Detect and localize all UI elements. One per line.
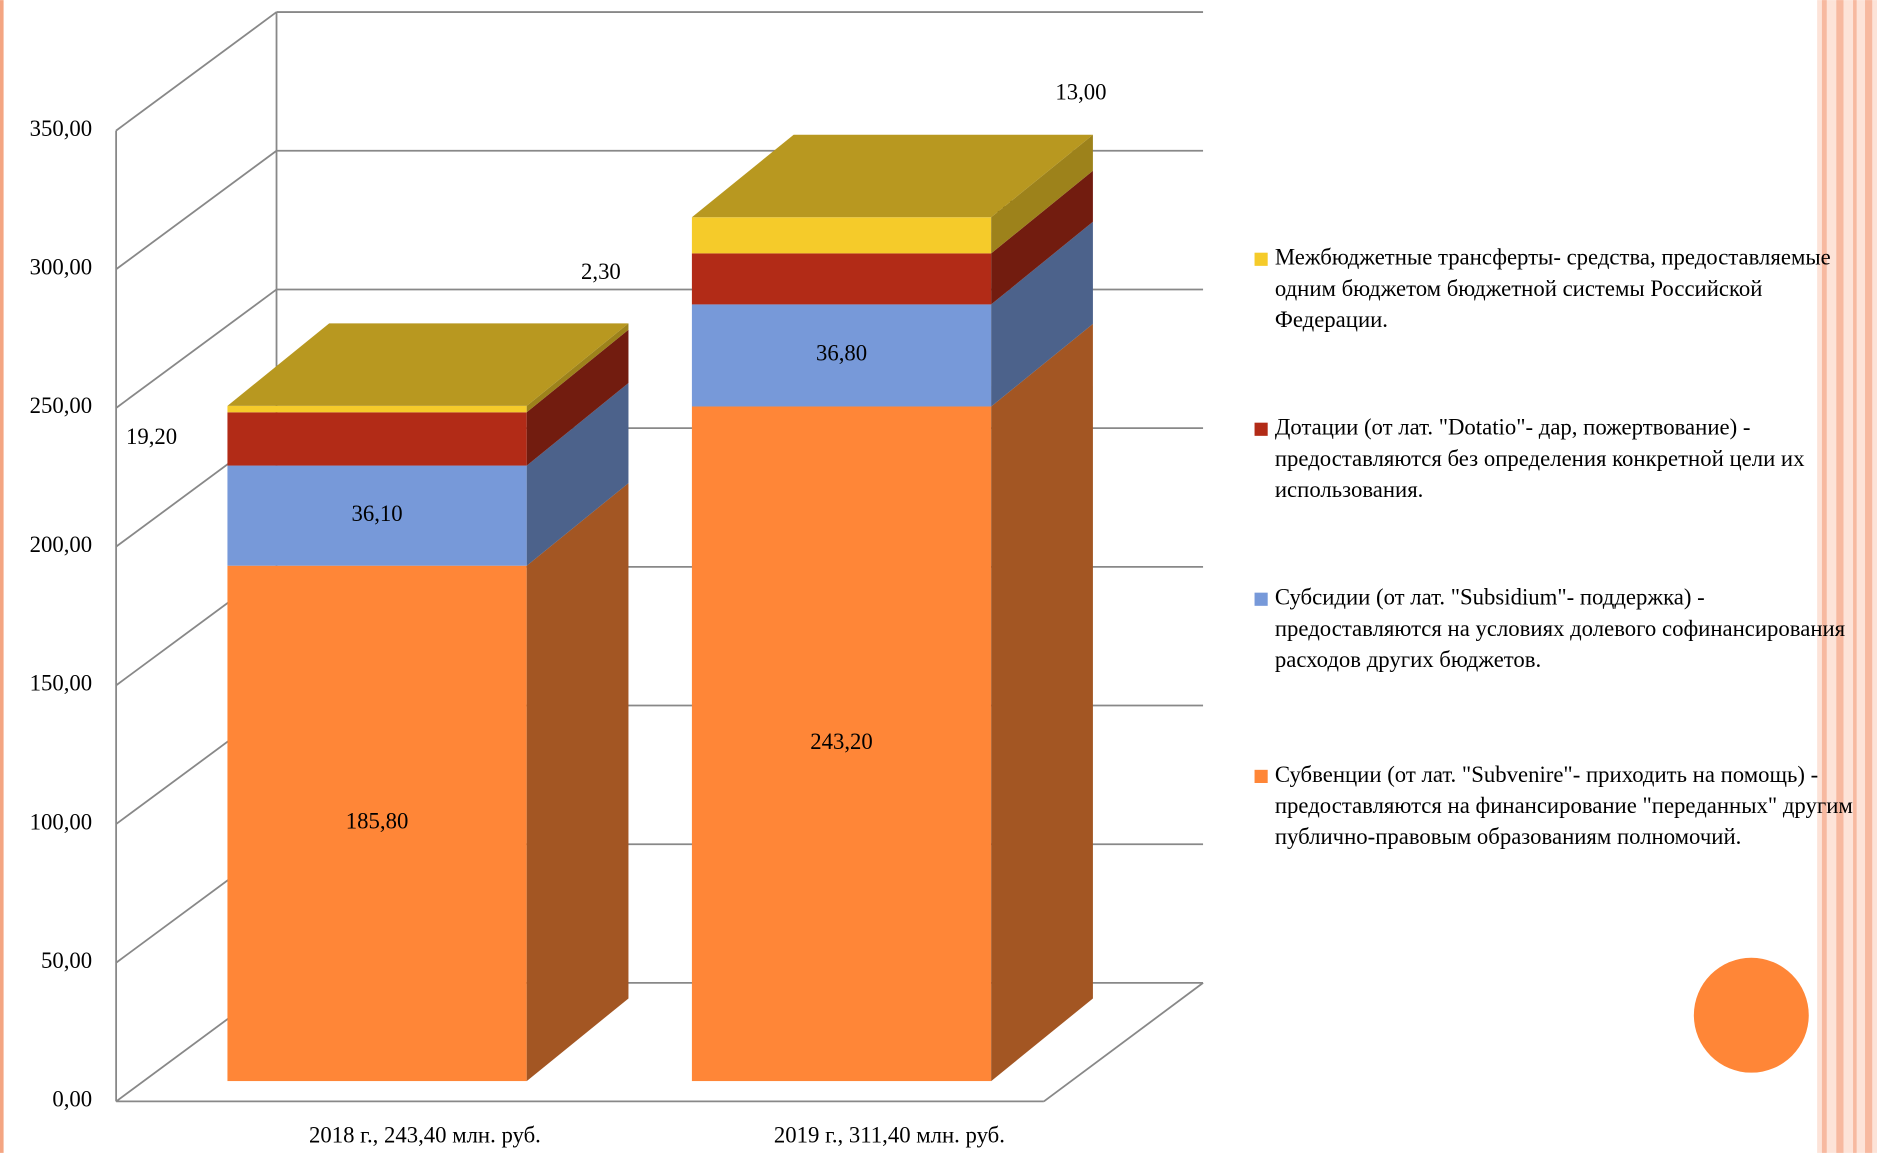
bar-front [227,405,527,413]
y-tick-label: 50,00 [41,948,92,973]
side-grid-line [115,11,278,132]
bar-side [526,483,629,1082]
data-label: 36,80 [816,341,867,366]
bar-segment [227,323,629,413]
legend-swatch [1254,592,1268,606]
legend-item: Межбюджетные трансферты- средства, предо… [1254,243,1877,336]
data-label: 13,00 [1055,79,1106,104]
data-label: 36,10 [351,501,402,526]
legend-label: Дотации (от лат. "Dotatio"- дар, пожертв… [1274,415,1805,503]
legend-label: Межбюджетные трансферты- средства, предо… [1274,245,1831,333]
bar-segment [691,221,1093,407]
right-border [1817,0,1877,1153]
bar-front [227,565,527,1082]
side-grid-line [115,150,278,271]
decor-circle [1693,957,1809,1073]
legend-item: Дотации (от лат. "Dotatio"- дар, пожертв… [1254,413,1877,506]
bar-side [991,323,1093,1082]
bar-segment [691,134,1093,254]
legend-label: Субвенции (от лат. "Subvenire"- приходит… [1274,762,1853,851]
left-border [0,0,4,1153]
data-label: 185,80 [346,809,409,834]
y-tick-label: 0,00 [52,1087,92,1112]
legend-swatch [1254,422,1268,436]
bar-front [227,465,527,566]
bar-front [691,253,992,305]
y-tick-label: 250,00 [30,393,93,418]
bar-front [691,304,992,407]
legend-swatch [1254,252,1268,266]
bar-segment [691,323,1093,1082]
legend-item: Субвенции (от лат. "Subvenire"- приходит… [1254,760,1877,853]
bar-side [991,134,1093,254]
bar-front [691,406,992,1082]
bar-top [691,134,1093,218]
legend-swatch [1254,769,1268,783]
y-tick-label: 200,00 [30,532,93,557]
y-tick-label: 100,00 [30,809,93,834]
legend-text: Дотации (от лат. "Dotatio"- дар, пожертв… [1254,413,1877,506]
data-label: 243,20 [810,729,873,754]
y-tick-label: 300,00 [30,255,93,280]
bar-segment [227,483,629,1082]
bar-front [691,217,992,254]
x-tick-label: 2019 г., 311,40 млн. руб. [774,1123,1005,1148]
y-tick-label: 150,00 [30,671,93,696]
legend-label: Субсидии (от лат. "Subsidium"- поддержка… [1274,585,1846,673]
bar-segment [227,329,629,466]
data-label: 2,30 [581,259,621,284]
bar-side [526,382,629,566]
side-grid-line [115,288,278,409]
legend-text: Субсидии (от лат. "Subsidium"- поддержка… [1254,583,1877,676]
legend-text: Межбюджетные трансферты- средства, предо… [1254,243,1877,336]
bar-side [526,329,629,466]
legend-item: Субсидии (от лат. "Subsidium"- поддержка… [1254,583,1877,676]
bar-segment [227,382,629,566]
floor-right [1043,982,1204,1103]
x-tick-label: 2018 г., 243,40 млн. руб. [309,1123,541,1148]
y-tick-label: 350,00 [30,116,93,141]
bar-top [227,323,629,406]
bar-segment [691,170,1093,305]
bar-side [526,323,629,413]
bar-side [991,170,1093,305]
bar-side [991,221,1093,407]
data-label: 19,20 [126,424,177,449]
legend-text: Субвенции (от лат. "Subvenire"- приходит… [1254,760,1877,853]
bar-front [227,412,527,466]
